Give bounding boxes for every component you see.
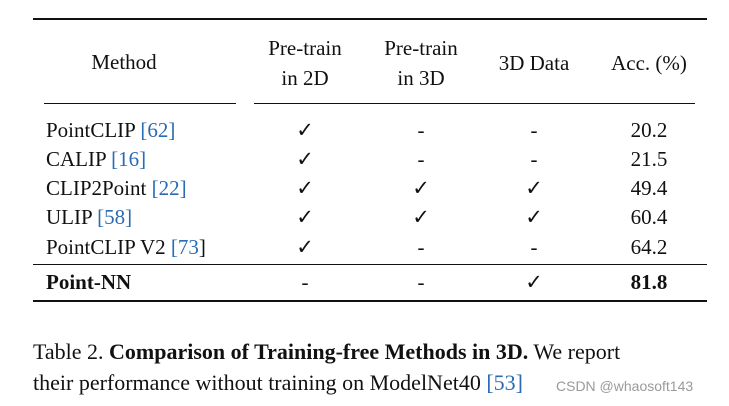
citation-link[interactable]: [16] xyxy=(111,147,147,171)
header-pretrain-3d-line1: Pre-train xyxy=(384,36,458,60)
accuracy-value: 64.2 xyxy=(630,235,668,259)
header-method: Method xyxy=(91,50,157,74)
method-header-underline xyxy=(44,103,236,104)
table-row-method: PointCLIP V2 [73] xyxy=(46,235,206,259)
citation-link[interactable]: [58] xyxy=(97,205,133,229)
citation-link[interactable]: [53] xyxy=(486,370,523,395)
dash-3d-data: - xyxy=(530,235,538,259)
table-row-method: CALIP [16] xyxy=(46,147,147,171)
table-caption: Table 2. Comparison of Training-free Met… xyxy=(33,339,621,395)
checkmark-pretrain-2d: ✓ xyxy=(296,235,314,259)
checkmark-pretrain-2d: ✓ xyxy=(296,205,314,229)
accuracy-value: 21.5 xyxy=(630,147,668,171)
checkmark-pretrain-2d: ✓ xyxy=(296,176,314,200)
accuracy-value: 49.4 xyxy=(630,176,668,200)
checkmark-3d-data: ✓ xyxy=(525,205,543,229)
header-3d-data: 3D Data xyxy=(498,51,570,75)
dash-pretrain-3d: - xyxy=(417,147,425,171)
caption-title: Comparison of Training-free Methods in 3… xyxy=(109,339,529,364)
header-accuracy: Acc. (%) xyxy=(611,51,687,75)
checkmark-3d-data: ✓ xyxy=(525,270,543,294)
citation-link[interactable]: [22] xyxy=(151,176,187,200)
table-row-method: ULIP [58] xyxy=(46,205,133,229)
table-row-method-ours: Point-NN xyxy=(46,270,132,294)
table-row-method: CLIP2Point [22] xyxy=(46,176,187,200)
checkmark-pretrain-2d: ✓ xyxy=(296,147,314,171)
dash-pretrain-3d: - xyxy=(417,270,425,294)
accuracy-value: 20.2 xyxy=(630,118,668,142)
table-top-rule xyxy=(33,18,707,20)
checkmark-pretrain-3d: ✓ xyxy=(412,176,430,200)
table-bottom-rule xyxy=(33,300,707,302)
header-pretrain-2d-line2: in 2D xyxy=(281,66,329,90)
dash-3d-data: - xyxy=(530,147,538,171)
csdn-watermark: CSDN @whaosoft143 xyxy=(556,378,694,394)
checkmark-3d-data: ✓ xyxy=(525,176,543,200)
dash-pretrain-2d: - xyxy=(301,270,309,294)
checkmark-pretrain-3d: ✓ xyxy=(412,205,430,229)
checkmark-pretrain-2d: ✓ xyxy=(296,118,314,142)
dash-3d-data: - xyxy=(530,118,538,142)
table-row-method: PointCLIP [62] xyxy=(46,118,176,142)
header-pretrain-2d-line1: Pre-train xyxy=(268,36,342,60)
citation-link[interactable]: [62] xyxy=(140,118,176,142)
dash-pretrain-3d: - xyxy=(417,235,425,259)
columns-header-underline xyxy=(254,103,695,104)
dash-pretrain-3d: - xyxy=(417,118,425,142)
header-pretrain-3d-line2: in 3D xyxy=(397,66,445,90)
accuracy-value-best: 81.8 xyxy=(630,270,668,294)
accuracy-value: 60.4 xyxy=(630,205,668,229)
table-mid-rule xyxy=(33,264,707,265)
citation-link[interactable]: [73 xyxy=(170,235,199,259)
